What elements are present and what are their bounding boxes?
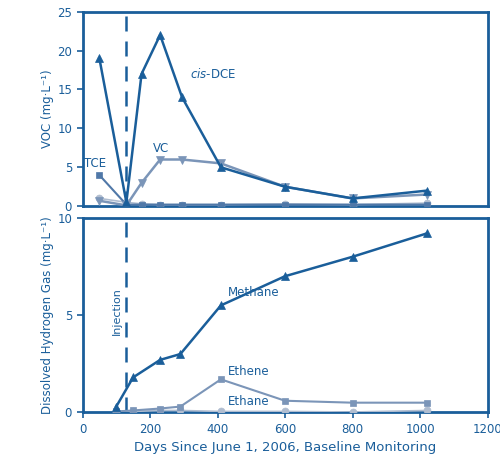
- X-axis label: Days Since June 1, 2006, Baseline Monitoring: Days Since June 1, 2006, Baseline Monito…: [134, 441, 436, 454]
- Text: VC: VC: [154, 142, 170, 155]
- Y-axis label: Dissolved Hydrogen Gas (mg·L⁻¹): Dissolved Hydrogen Gas (mg·L⁻¹): [42, 216, 54, 414]
- Text: Methane: Methane: [228, 286, 279, 299]
- Text: Injection: Injection: [112, 288, 122, 335]
- Y-axis label: VOC (mg·L⁻¹): VOC (mg·L⁻¹): [42, 69, 54, 148]
- Text: $\it{cis}$-DCE: $\it{cis}$-DCE: [190, 67, 236, 81]
- Text: Ethene: Ethene: [228, 365, 269, 378]
- Text: TCE: TCE: [84, 158, 106, 170]
- Text: Ethane: Ethane: [228, 395, 269, 408]
